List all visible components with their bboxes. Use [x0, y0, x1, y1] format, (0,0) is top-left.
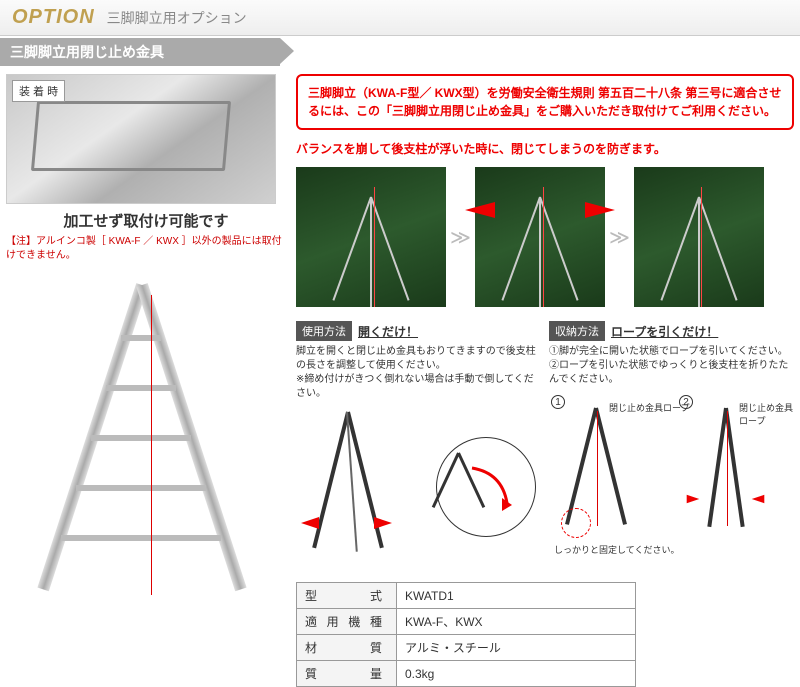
- table-row: 型式 KWATD1: [297, 583, 636, 609]
- spec-table: 型式 KWATD1 適用機種 KWA-F、KWX 材質 アルミ・スチール 質量 …: [296, 582, 636, 687]
- spec-label: 材質: [297, 635, 397, 661]
- usage-diagram: [296, 407, 541, 572]
- rope-label-2: 閉じ止め金具ロープ: [739, 401, 794, 427]
- install-badge: 装 着 時: [12, 80, 65, 102]
- fix-label: しっかりと固定してください。: [554, 543, 679, 556]
- storage-text: ①脚が完全に開いた状態でロープを引いてください。 ②ロープを引いた状態でゆっくり…: [549, 345, 794, 387]
- rope-label-1: 閉じ止め金具ロープ: [609, 401, 689, 414]
- table-row: 適用機種 KWA-F、KWX: [297, 609, 636, 635]
- spec-value: アルミ・スチール: [397, 635, 636, 661]
- red-arrow-left-icon: [465, 202, 495, 218]
- red-arrow-right-icon: [585, 202, 615, 218]
- demo-photo-1: [296, 167, 446, 307]
- spec-label: 適用機種: [297, 609, 397, 635]
- ladder-product-image: [6, 275, 276, 605]
- balance-note: バランスを崩して後支柱が浮いた時に、閉じてしまうのを防ぎます。: [296, 140, 794, 157]
- usage-tag: 使用方法: [296, 321, 352, 341]
- spec-label: 質量: [297, 661, 397, 687]
- spec-value: KWA-F、KWX: [397, 609, 636, 635]
- red-arrow-right-icon: [687, 495, 700, 503]
- red-arrow-left-icon: [752, 495, 765, 503]
- usage-text: 脚立を開くと閉じ止め金具もおりてきますので後支柱の長さを調整して使用ください。 …: [296, 345, 541, 401]
- compliance-notice: 三脚脚立（KWA-F型／ KWX型）を労働安全衛生規則 第五百二十八条 第三号に…: [296, 74, 794, 130]
- separator-arrow-2: ≫: [609, 225, 630, 250]
- zoom-circle: [436, 437, 536, 537]
- spec-value: 0.3kg: [397, 661, 636, 687]
- option-subtitle: 三脚脚立用オプション: [107, 8, 247, 28]
- spec-value: KWATD1: [397, 583, 636, 609]
- dashed-circle-icon: [561, 508, 591, 538]
- red-arrow-right-icon: [374, 517, 392, 529]
- step-number-2: 2: [679, 395, 693, 409]
- usage-title: 開くだけ！: [358, 323, 418, 340]
- storage-tag: 収納方法: [549, 321, 605, 341]
- separator-arrow-1: ≫: [450, 225, 471, 250]
- header-bar: OPTION 三脚脚立用オプション: [0, 0, 800, 36]
- option-label: OPTION: [12, 6, 95, 29]
- section-subheader: 三脚脚立用閉じ止め金具: [0, 38, 280, 66]
- storage-diagram: 1 閉じ止め金具ロープ しっかりと固定してください。 2 閉じ止め金具ロープ: [549, 393, 794, 558]
- install-note: 【注】アルインコ製［ KWA-F ／ KWX ］以外の製品には取付けできません。: [6, 235, 286, 263]
- right-column: 三脚脚立（KWA-F型／ KWX型）を労働安全衛生規則 第五百二十八条 第三号に…: [296, 74, 794, 687]
- step-number-1: 1: [551, 395, 565, 409]
- demo-photo-3: [634, 167, 764, 307]
- methods-row: 使用方法 開くだけ！ 脚立を開くと閉じ止め金具もおりてきますので後支柱の長さを調…: [296, 321, 794, 572]
- storage-title: ロープを引くだけ！: [611, 323, 718, 340]
- demo-photo-row: ≫ ≫: [296, 167, 794, 307]
- table-row: 材質 アルミ・スチール: [297, 635, 636, 661]
- install-caption: 加工せず取付け可能です: [6, 210, 286, 231]
- usage-method: 使用方法 開くだけ！ 脚立を開くと閉じ止め金具もおりてきますので後支柱の長さを調…: [296, 321, 541, 572]
- left-column: 装 着 時 加工せず取付け可能です 【注】アルインコ製［ KWA-F ／ KWX…: [6, 74, 286, 687]
- red-arrow-left-icon: [301, 517, 319, 529]
- demo-photo-2: [475, 167, 605, 307]
- spec-label: 型式: [297, 583, 397, 609]
- table-row: 質量 0.3kg: [297, 661, 636, 687]
- install-photo-box: 装 着 時: [6, 74, 286, 204]
- storage-method: 収納方法 ロープを引くだけ！ ①脚が完全に開いた状態でロープを引いてください。 …: [549, 321, 794, 572]
